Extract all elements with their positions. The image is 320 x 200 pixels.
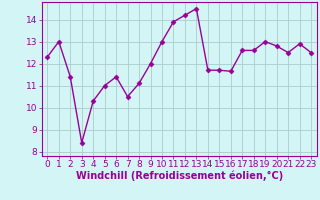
X-axis label: Windchill (Refroidissement éolien,°C): Windchill (Refroidissement éolien,°C) bbox=[76, 171, 283, 181]
